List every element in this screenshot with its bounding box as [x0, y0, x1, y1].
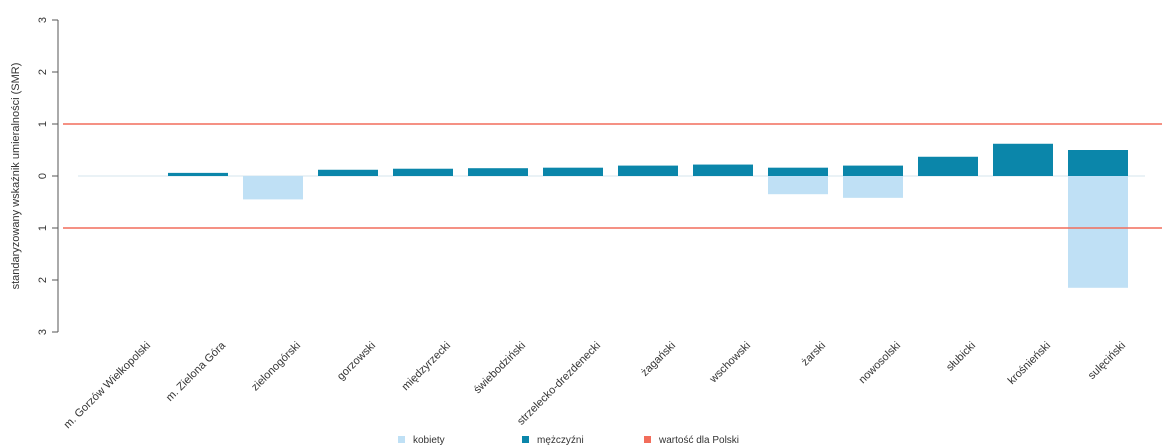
- bar-kobiety-sulecinski: [1068, 176, 1128, 288]
- x-tick-label-zarski: żarski: [799, 340, 828, 369]
- y-tick-label: 1: [37, 225, 49, 231]
- legend-swatch-kobiety: [398, 436, 405, 443]
- y-axis: 3 2 1 0 1 2 3: [37, 17, 59, 335]
- x-tick-label-slubicki: słubicki: [944, 340, 978, 374]
- x-tick-label-gorzowski: gorzowski: [335, 340, 378, 383]
- x-tick-label-krosnienski: krośnieński: [1006, 340, 1053, 387]
- x-tick-label-m-gorzow-wielkopolski: m. Gorzów Wielkopolski: [62, 340, 153, 431]
- y-axis-title: standaryzowany wskaźnik umieralności (SM…: [10, 63, 22, 290]
- bar-mezczyzni-sulecinski: [1068, 150, 1128, 176]
- y-tick-label: 3: [37, 329, 49, 335]
- bar-mezczyzni-swiebodzinski: [468, 168, 528, 176]
- x-tick-label-strzelecko-drezdenecki: strzelecko-drezdenecki: [515, 340, 603, 428]
- bar-mezczyzni-krosnienski: [993, 143, 1053, 176]
- bar-mezczyzni-m-zielona-gora: [168, 172, 228, 176]
- bar-mezczyzni-miedzyrzecki: [393, 168, 453, 176]
- x-tick-label-miedzyrzecki: międzyrzecki: [400, 340, 453, 393]
- bar-mezczyzni-zaganski: [618, 165, 678, 176]
- legend-label-wartosc-dla-polski: wartość dla Polski: [658, 435, 739, 445]
- x-tick-label-wschowski: wschowski: [707, 340, 753, 386]
- legend-label-mezczyzni: mężczyźni: [537, 435, 584, 445]
- x-tick-label-swiebodzinski: świebodziński: [472, 340, 528, 396]
- bar-mezczyzni-nowosolski: [843, 165, 903, 176]
- x-tick-label-zielonogorski: zielonogórski: [249, 340, 303, 394]
- y-tick-label: 3: [37, 17, 49, 23]
- bar-kobiety-zielonogorski: [243, 176, 303, 200]
- y-tick-label: 2: [37, 69, 49, 75]
- bar-kobiety-zarski: [768, 176, 828, 195]
- x-tick-label-sulecinski: sulęciński: [1086, 340, 1128, 382]
- bar-mezczyzni-gorzowski: [318, 169, 378, 176]
- reference-lines: [63, 123, 1162, 229]
- bar-mezczyzni-strzelecko-drezdenecki: [543, 167, 603, 176]
- y-tick-label: 1: [37, 121, 49, 127]
- bar-mezczyzni-slubicki: [918, 156, 978, 176]
- x-tick-label-nowosolski: nowosolski: [857, 340, 904, 387]
- bar-kobiety-nowosolski: [843, 176, 903, 198]
- legend-swatch-wartosc-dla-polski: [644, 436, 651, 443]
- legend-swatch-mezczyzni: [522, 436, 529, 443]
- x-axis-labels: m. Gorzów Wielkopolski m. Zielona Góra zie…: [62, 339, 1128, 431]
- bar-mezczyzni-zarski: [768, 167, 828, 176]
- series-mezczyzni: [168, 143, 1128, 176]
- legend: kobiety mężczyźni wartość dla Polski: [398, 435, 739, 445]
- bar-mezczyzni-wschowski: [693, 164, 753, 176]
- series-kobiety: [243, 176, 1128, 288]
- legend-label-kobiety: kobiety: [413, 435, 445, 445]
- x-tick-label-m-zielona-gora: m. Zielona Góra: [164, 339, 229, 404]
- y-tick-label: 0: [37, 173, 49, 179]
- x-tick-label-zaganski: żagański: [639, 340, 678, 379]
- y-tick-label: 2: [37, 277, 49, 283]
